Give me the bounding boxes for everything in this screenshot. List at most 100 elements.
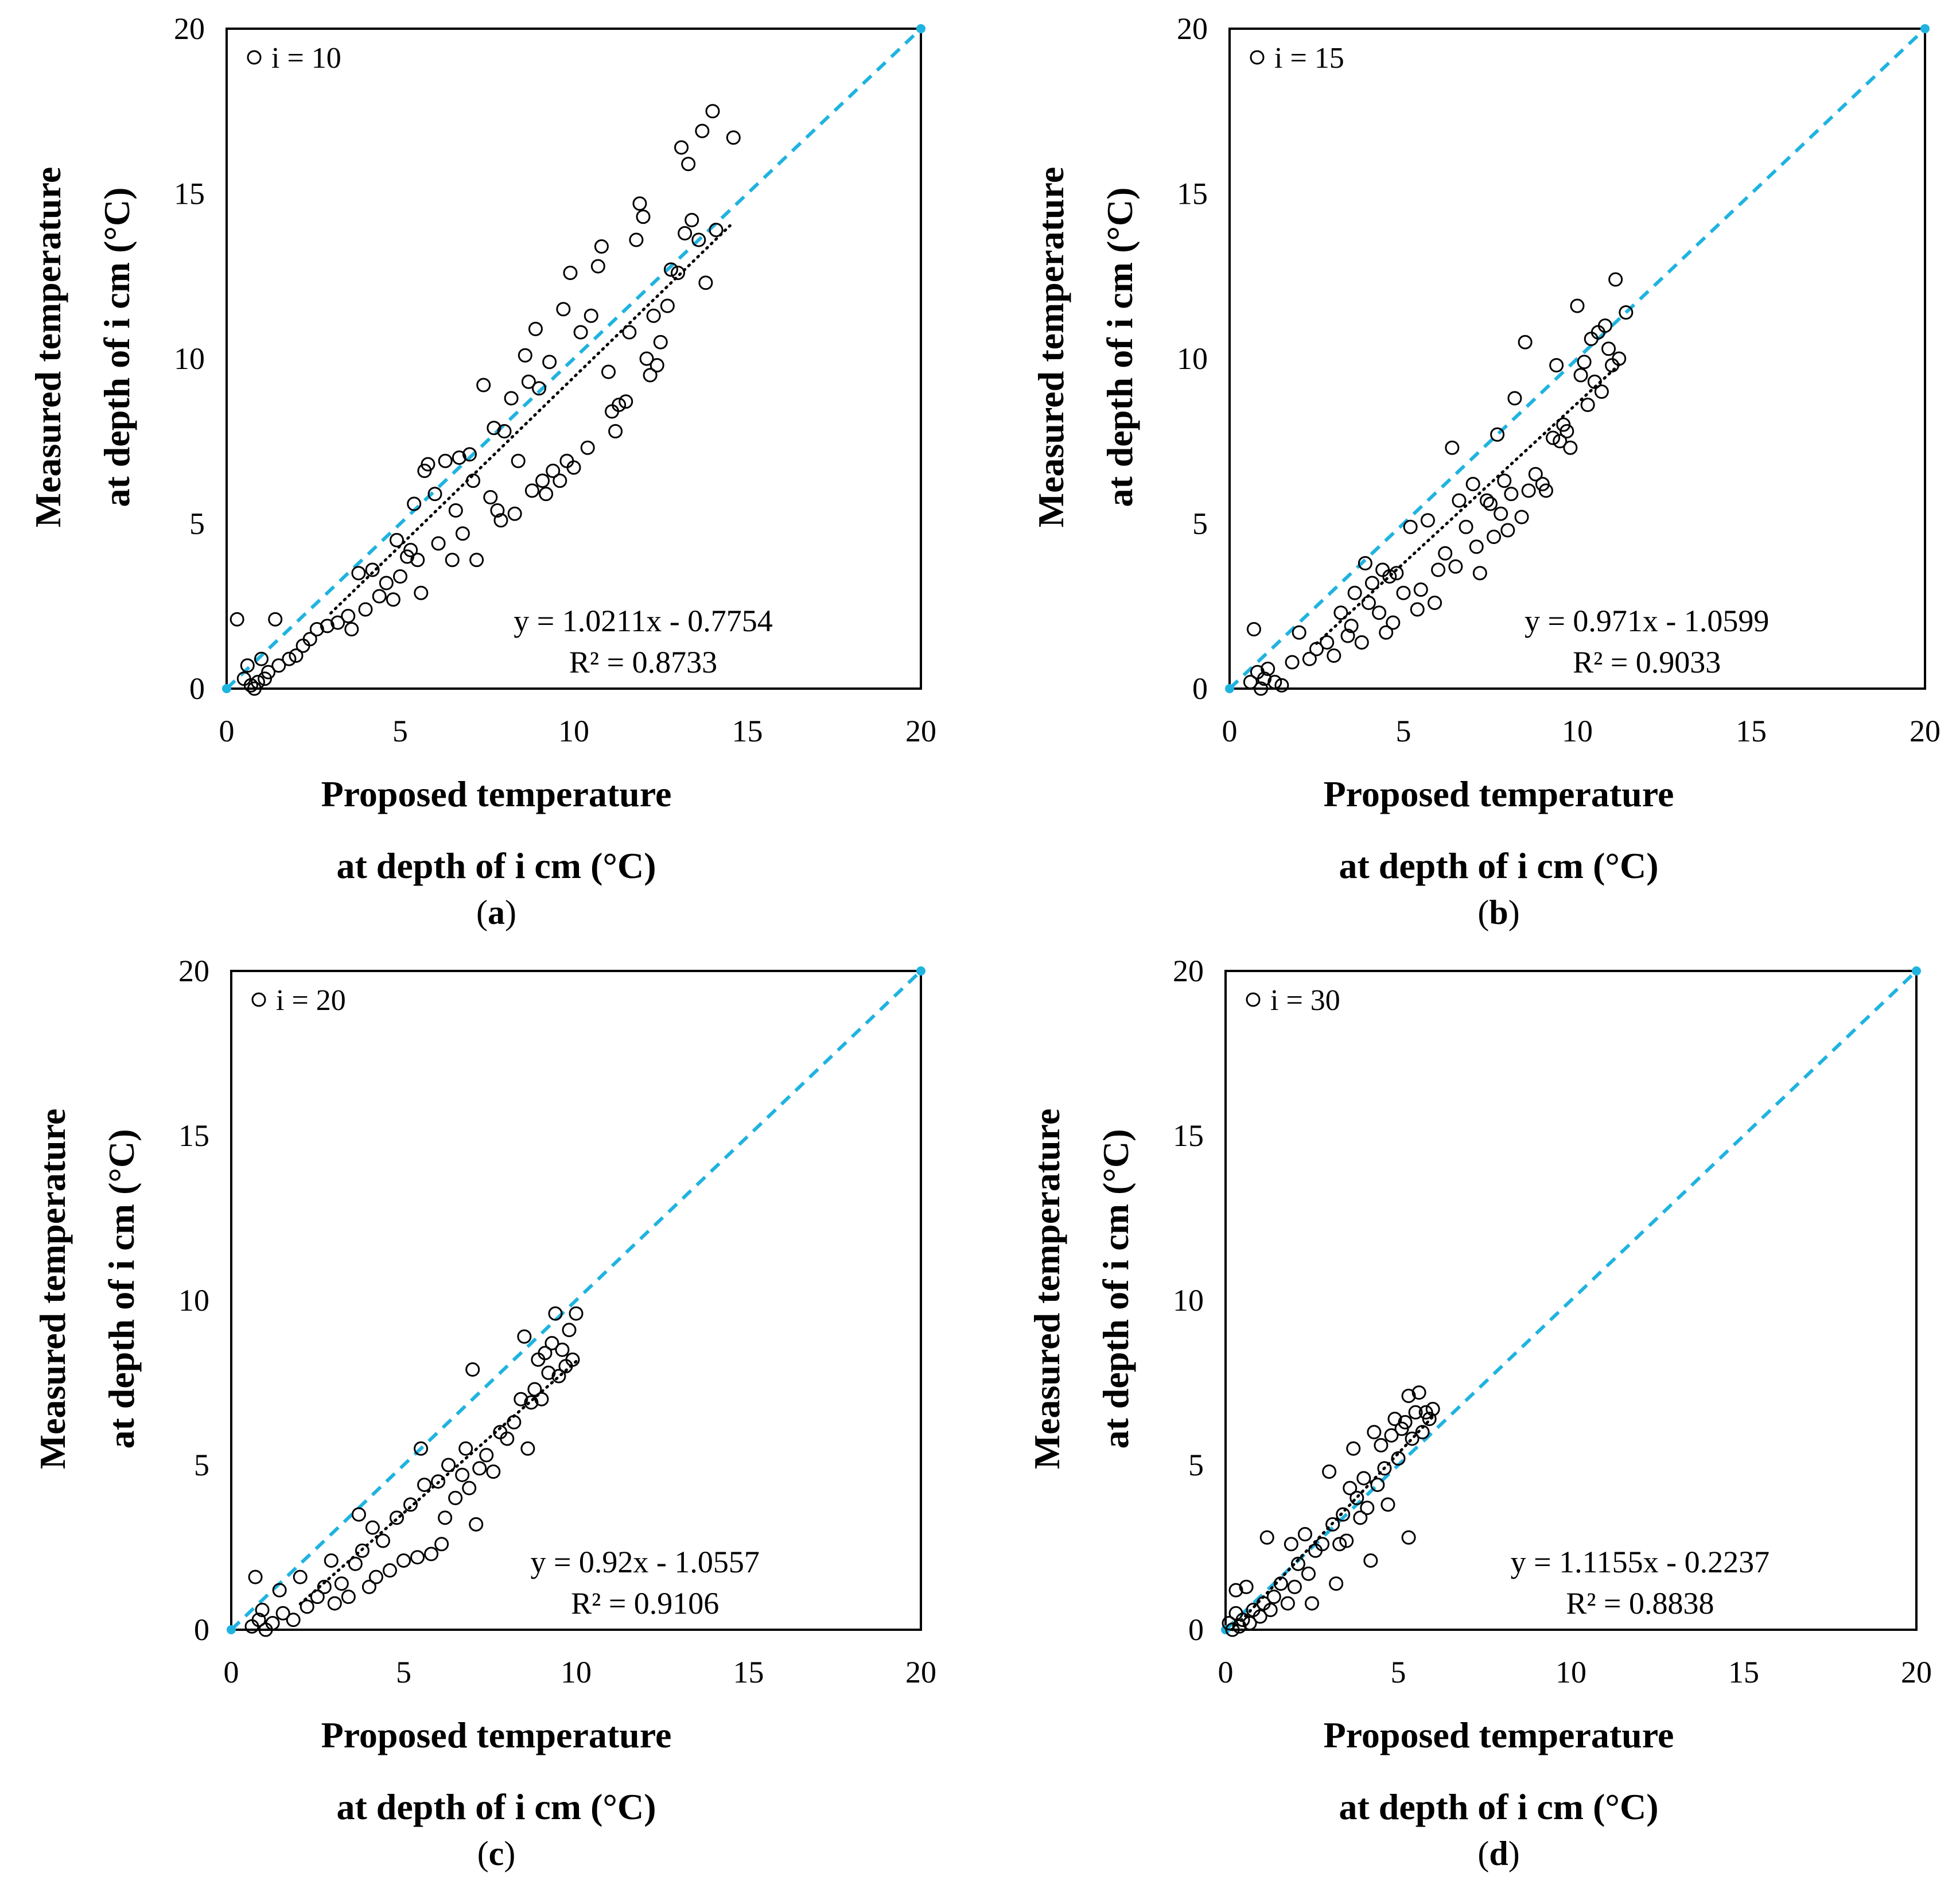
data-point	[1384, 1428, 1399, 1443]
x-tick-label: 10	[1555, 1655, 1586, 1689]
data-point	[1292, 625, 1306, 640]
scatter-panel-a: 0 5 10 15 20 0 5 10 15 20 i = 10 y = 1.0211x - 0.77…	[28, 11, 936, 931]
data-point	[324, 1553, 339, 1568]
data-point	[254, 651, 269, 666]
data-point	[258, 671, 273, 686]
trend-equation: y = 1.1155x - 0.2237	[1511, 1545, 1770, 1579]
y-tick-label: 20	[1173, 954, 1204, 988]
identity-line-end-marker	[916, 966, 925, 976]
x-axis-title-line1: Proposed temperature	[321, 774, 672, 814]
legend-marker	[1250, 50, 1265, 65]
identity-line-start-marker	[1225, 684, 1234, 693]
y-tick-label: 20	[1177, 11, 1208, 46]
data-point	[230, 612, 244, 627]
data-point	[1382, 569, 1397, 584]
data-point	[1396, 585, 1411, 600]
data-point	[365, 562, 380, 577]
y-tick-label: 20	[174, 11, 205, 46]
data-point	[476, 378, 491, 393]
data-point	[562, 1323, 577, 1338]
data-point	[1398, 1415, 1413, 1429]
data-point	[671, 266, 685, 280]
data-point	[1594, 384, 1609, 399]
data-point	[469, 553, 484, 568]
data-point	[556, 302, 571, 317]
data-point	[240, 658, 255, 673]
data-point	[438, 1510, 453, 1525]
data-point	[1563, 440, 1578, 455]
data-point	[1577, 355, 1592, 370]
data-point	[1274, 678, 1289, 693]
data-point	[674, 140, 689, 155]
data-point	[608, 424, 623, 438]
plot-frame	[1228, 28, 1926, 690]
data-point	[351, 566, 366, 581]
data-point	[542, 355, 557, 370]
r-squared: R² = 0.8733	[569, 645, 717, 679]
data-point	[524, 1395, 539, 1410]
panel-letter: c	[489, 1835, 504, 1872]
data-point	[255, 1603, 270, 1618]
y-axis-title-line1: Measured temperature	[1026, 1109, 1067, 1470]
data-point	[448, 503, 463, 518]
panel-label: (d)	[1477, 1835, 1519, 1872]
data-point	[612, 398, 627, 412]
data-point	[493, 513, 508, 528]
data-point	[650, 358, 664, 372]
plot-frame	[230, 970, 922, 1631]
legend-marker	[1246, 992, 1261, 1007]
y-tick-label: 10	[174, 341, 205, 376]
legend-label: i = 30	[1270, 984, 1340, 1017]
data-point	[566, 460, 581, 475]
y-tick-label: 0	[189, 671, 205, 706]
y-axis-title-line2: at depth of i cm (°C)	[1099, 187, 1140, 507]
data-point	[507, 506, 522, 521]
y-tick-label: 15	[178, 1118, 209, 1153]
panel-letter: a	[488, 893, 505, 931]
data-point	[1350, 1490, 1364, 1505]
y-axis-title-line1: Measured temperature	[1030, 167, 1071, 528]
data-point	[1573, 368, 1588, 383]
data-point	[368, 1569, 383, 1584]
x-tick-label: 5	[392, 714, 408, 748]
data-point	[414, 585, 429, 600]
data-point	[507, 1415, 522, 1429]
data-point	[1297, 1527, 1312, 1542]
data-point	[1535, 477, 1550, 491]
data-point	[310, 1590, 325, 1604]
data-point	[1273, 1576, 1288, 1591]
y-tick-label: 15	[1173, 1118, 1204, 1153]
data-point	[421, 457, 435, 472]
data-point	[417, 464, 432, 478]
x-tick-label: 20	[1910, 714, 1940, 748]
legend-label: i = 20	[276, 984, 346, 1017]
data-point	[1225, 1622, 1240, 1637]
data-point	[393, 569, 407, 584]
data-point	[1428, 596, 1442, 610]
data-point	[705, 104, 720, 119]
scatter-panel-c: 0 5 10 15 20 0 5 10 15 20 i = 20 y = 0.92x - 1.0557…	[32, 954, 936, 1872]
data-point	[1459, 519, 1473, 534]
data-point	[546, 464, 561, 478]
data-point	[424, 1547, 439, 1561]
r-squared: R² = 0.9033	[1573, 645, 1721, 679]
data-point	[695, 123, 710, 138]
x-tick-label: 15	[1728, 1655, 1759, 1689]
data-point	[497, 424, 512, 438]
data-point	[289, 648, 304, 663]
data-point	[462, 447, 477, 462]
data-point	[524, 483, 539, 498]
data-point	[1322, 1464, 1337, 1479]
y-tick-label: 10	[1173, 1283, 1204, 1318]
data-point	[365, 1520, 380, 1535]
data-point	[629, 232, 644, 247]
data-point	[555, 1342, 570, 1357]
data-point	[386, 592, 400, 607]
x-tick-label: 0	[224, 1655, 239, 1689]
data-point	[1472, 566, 1487, 581]
data-point	[317, 1579, 332, 1594]
data-point	[1380, 1497, 1395, 1512]
data-point	[1601, 341, 1616, 356]
data-point	[514, 1392, 528, 1407]
scatter-panel-b: 0 5 10 15 20 0 5 10 15 20 i = 15 y = 0.971x - 1.059…	[1030, 11, 1940, 931]
